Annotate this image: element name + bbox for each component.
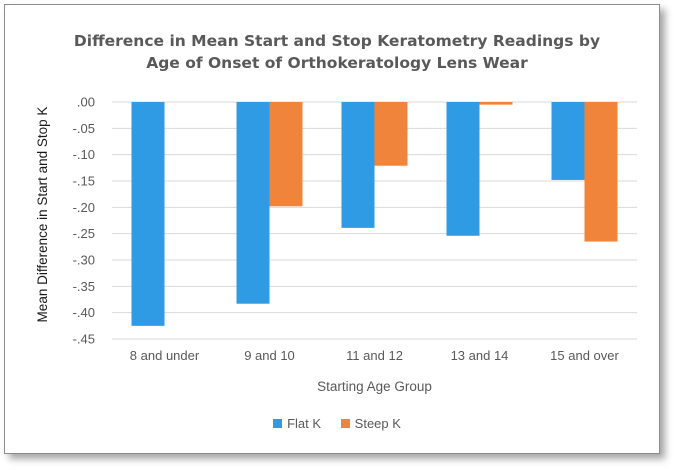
- legend-swatch-steep-k: [340, 419, 350, 428]
- bar-flat-k: [551, 102, 585, 180]
- y-tick-label: -.10: [73, 147, 95, 162]
- bar-flat-k: [131, 102, 165, 326]
- legend-label-flat-k: Flat K: [287, 416, 322, 431]
- chart-title-line-1: Difference in Mean Start and Stop Kerato…: [73, 32, 601, 50]
- bar-flat-k: [341, 102, 375, 228]
- y-tick-label: -.45: [73, 332, 95, 347]
- bar-steep-k: [269, 102, 303, 207]
- legend-swatch-flat-k: [273, 419, 283, 428]
- y-tick-label: -.20: [73, 200, 95, 215]
- bar-steep-k: [479, 102, 513, 105]
- x-axis-label: Starting Age Group: [317, 379, 432, 394]
- y-tick-label: -.25: [73, 226, 95, 241]
- x-tick-label: 13 and 14: [451, 348, 509, 363]
- y-tick-label: -.30: [73, 253, 95, 268]
- x-tick-label: 9 and 10: [244, 348, 295, 363]
- y-tick-label: .00: [77, 95, 95, 110]
- chart-frame: [4, 4, 660, 454]
- legend-item-flat-k: Flat K: [273, 416, 321, 431]
- legend-item-steep-k: Steep K: [340, 416, 401, 431]
- bar-steep-k: [374, 102, 408, 166]
- y-tick-label: -.40: [73, 305, 95, 320]
- y-tick-label: -.35: [73, 279, 95, 294]
- x-tick-label: 11 and 12: [346, 348, 403, 363]
- chart-title-line-2: Age of Onset of Orthokeratology Lens Wea…: [146, 54, 528, 72]
- chart-legend: Flat K Steep K: [0, 416, 674, 431]
- x-tick-label: 8 and under: [130, 348, 200, 363]
- y-axis-label: Mean Difference in Start and Stop K: [35, 107, 50, 323]
- x-tick-label: 15 and over: [550, 348, 619, 363]
- chart-title: Difference in Mean Start and Stop Kerato…: [0, 30, 674, 74]
- bar-flat-k: [446, 102, 480, 236]
- y-tick-label: -.05: [73, 121, 95, 136]
- y-tick-label: -.15: [73, 174, 95, 189]
- bar-steep-k: [584, 102, 618, 242]
- legend-label-steep-k: Steep K: [354, 416, 401, 431]
- bar-flat-k: [236, 102, 270, 304]
